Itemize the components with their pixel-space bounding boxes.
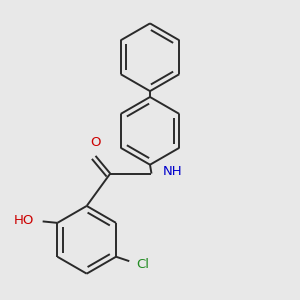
Text: NH: NH	[163, 165, 182, 178]
Text: O: O	[90, 136, 101, 148]
Text: HO: HO	[14, 214, 34, 227]
Text: Cl: Cl	[136, 258, 150, 271]
